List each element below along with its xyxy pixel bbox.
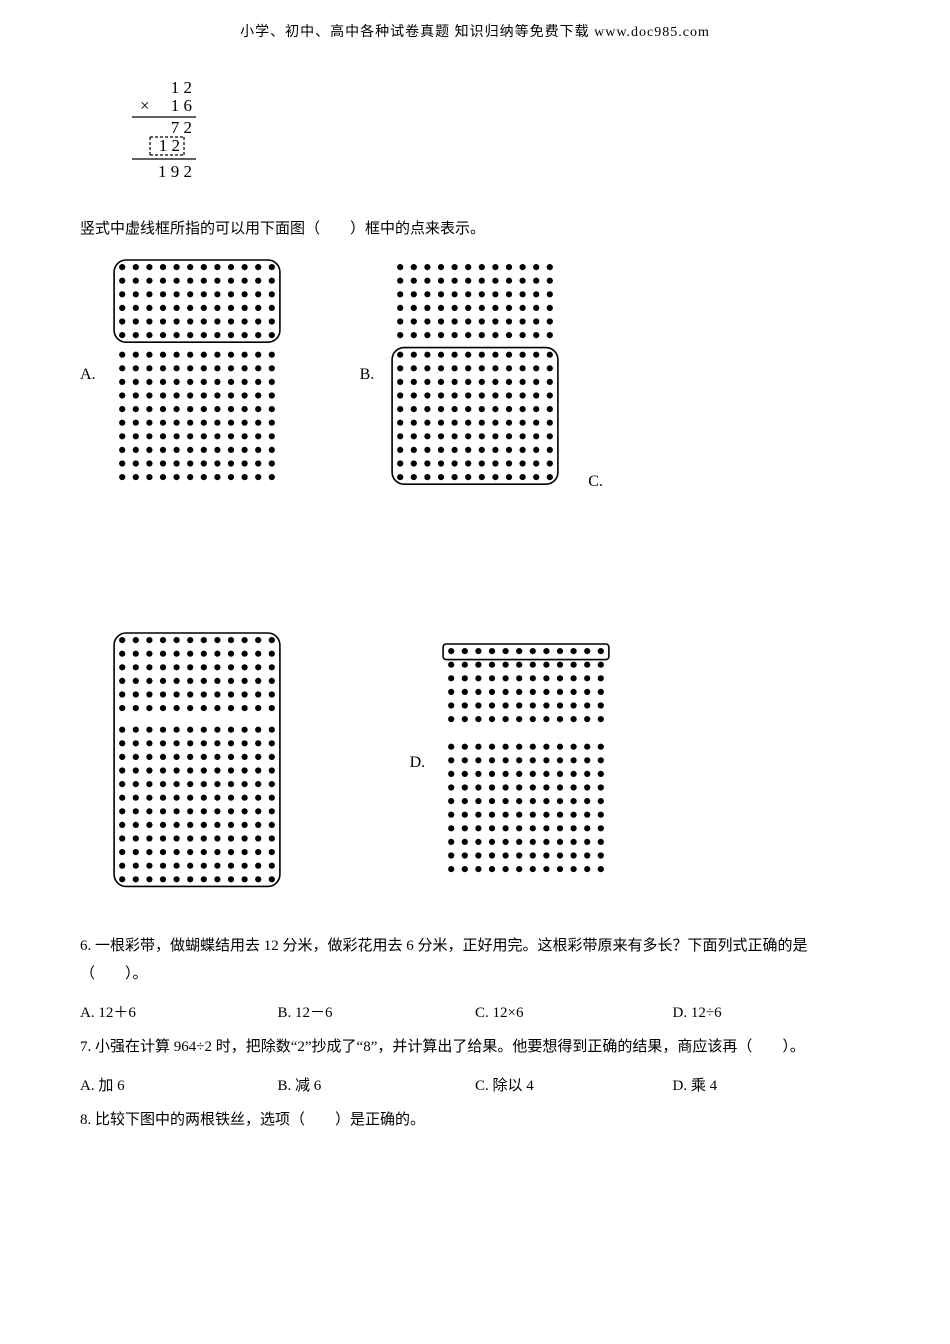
dot-figure-a — [104, 254, 290, 498]
page-header: 小学、初中、高中各种试卷真题 知识归纳等免费下载 www.doc985.com — [80, 20, 870, 47]
q6-a: A. 12＋6 — [80, 999, 278, 1028]
dot-figure-b — [382, 254, 568, 498]
q5-text: 竖式中虚线框所指的可以用下面图（ ）框中的点来表示。 — [80, 215, 870, 244]
svg-text:1 2: 1 2 — [159, 136, 180, 155]
dot-figure-c — [104, 627, 290, 900]
option-label-a: A. — [80, 360, 96, 390]
q6-d: D. 12÷6 — [673, 999, 871, 1028]
option-label-c: C. — [588, 467, 603, 497]
svg-text:7 2: 7 2 — [171, 118, 192, 137]
q7-options: A. 加 6 B. 减 6 C. 除以 4 D. 乘 4 — [80, 1072, 870, 1101]
q7-a: A. 加 6 — [80, 1072, 278, 1101]
q6-b: B. 12－6 — [278, 999, 476, 1028]
q5-option-d: D. — [410, 638, 620, 890]
q5-option-c-label-only: C. — [588, 467, 603, 497]
q5-options-row1: A. B. C. — [80, 254, 870, 498]
q8-text: 8. 比较下图中的两根铁丝，选项（ ）是正确的。 — [80, 1106, 870, 1135]
q7-text: 7. 小强在计算 964÷2 时，把除数“2”抄成了“8”，并计算出了给果。他要… — [80, 1033, 870, 1062]
q7-d: D. 乘 4 — [673, 1072, 871, 1101]
q5-option-c: A. — [80, 627, 290, 900]
q5-option-a: A. — [80, 254, 290, 498]
svg-text:×: × — [140, 96, 150, 115]
svg-text:1 2: 1 2 — [171, 78, 192, 97]
q6-text: 6. 一根彩带，做蝴蝶结用去 12 分米，做彩花用去 6 分米，正好用完。这根彩… — [80, 932, 870, 989]
option-label-b: B. — [360, 360, 375, 390]
dot-figure-d — [433, 638, 619, 890]
q5-option-b: B. — [360, 254, 569, 498]
q7-c: C. 除以 4 — [475, 1072, 673, 1101]
q6-options: A. 12＋6 B. 12－6 C. 12×6 D. 12÷6 — [80, 999, 870, 1028]
q7-b: B. 减 6 — [278, 1072, 476, 1101]
q5-options-row2: A. D. — [80, 627, 870, 900]
q6-c: C. 12×6 — [475, 999, 673, 1028]
option-label-d: D. — [410, 748, 426, 778]
svg-text:1 6: 1 6 — [171, 96, 192, 115]
svg-text:1 9 2: 1 9 2 — [158, 162, 192, 181]
vertical-multiplication: 1 21 6×7 21 21 9 2 — [120, 77, 870, 198]
